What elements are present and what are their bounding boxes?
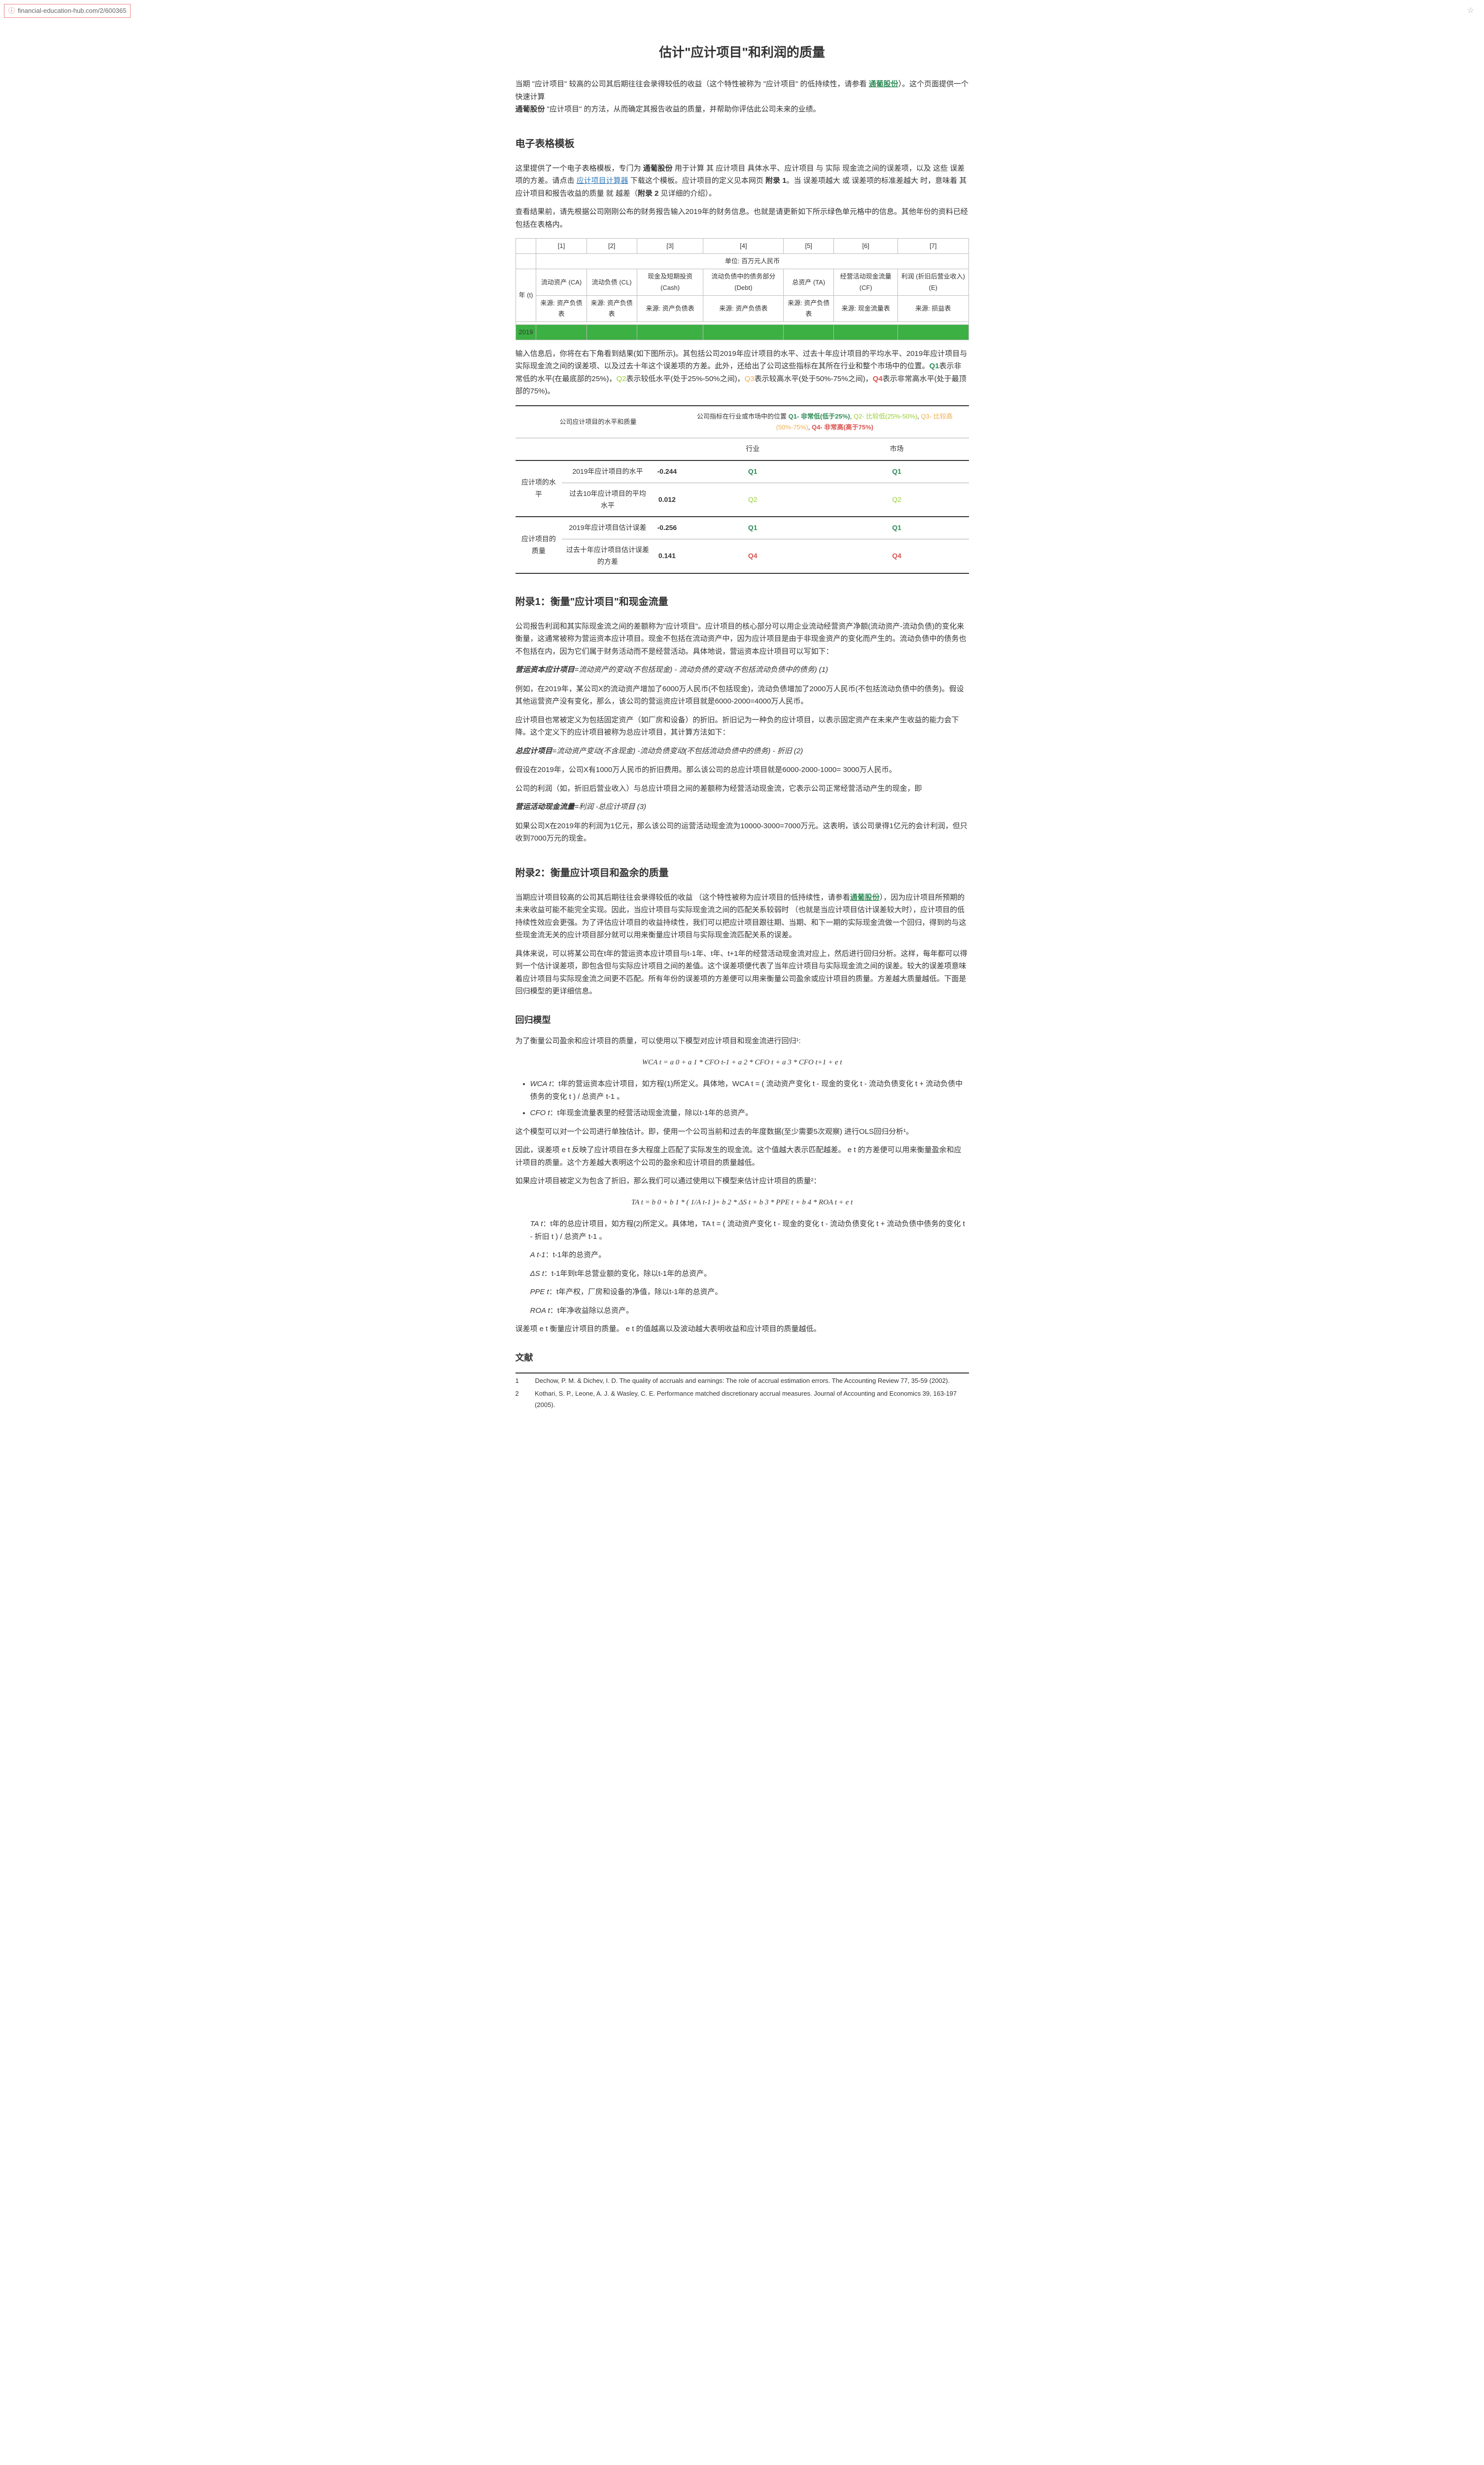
reg-p3: 因此，误差项 e t 反映了应计项目在多大程度上匹配了实际发生的现金流。这个值越… bbox=[516, 1144, 969, 1169]
company-link[interactable]: 通葡股份 bbox=[869, 80, 898, 88]
company-link-2[interactable]: 通葡股份 bbox=[850, 893, 880, 902]
reg-p4: 如果应计项目被定义为包含了折旧，那么我们可以通过使用以下模型来估计应计项目的质量… bbox=[516, 1175, 969, 1188]
appendix1-heading: 附录1：衡量"应计项目"和现金流量 bbox=[516, 594, 969, 610]
app1-p6: 如果公司X在2019年的利润为1亿元，那么该公司的运营活动现金流为10000-3… bbox=[516, 820, 969, 845]
url-bar[interactable]: ⓘfinancial-education-hub.com/2/600365 bbox=[4, 4, 131, 18]
app2-p1: 当期应计项目较高的公司其后期往往会录得较低的收益 （这个特性被称为应计项目的低持… bbox=[516, 891, 969, 942]
regression-heading: 回归模型 bbox=[516, 1013, 969, 1028]
intro-paragraph: 当期 "应计项目" 较高的公司其后期往往会录得较低的收益（这个特性被称为 "应计… bbox=[516, 78, 969, 116]
app1-p5: 公司的利润（如，折旧后营业收入）与总应计项目之间的差额称为经营活动现金流，它表示… bbox=[516, 782, 969, 795]
calculator-link[interactable]: 应计项目计算器 bbox=[577, 176, 628, 185]
references: 1Dechow, P. M. & Dichev, I. D. The quali… bbox=[516, 1375, 969, 1410]
def5: ROA t：t年净收益除以总资产。 bbox=[530, 1304, 969, 1317]
formula1: 营运资本应计项目=流动资产的变动(不包括现金) - 流动负债的变动(不包括流动负… bbox=[516, 664, 969, 677]
refs-heading: 文献 bbox=[516, 1350, 969, 1366]
url-text: financial-education-hub.com/2/600365 bbox=[18, 5, 126, 16]
app1-p4: 假设在2019年，公司X有1000万人民币的折旧费用。那么该公司的总应计项目就是… bbox=[516, 764, 969, 776]
template-p2: 查看结果前，请先根据公司刚刚公布的财务报告输入2019年的财务信息。也就是请更新… bbox=[516, 206, 969, 231]
metrics-table: 公司应计项目的水平和质量公司指标在行业或市场中的位置 Q1- 非常低(低于25%… bbox=[516, 405, 969, 574]
app1-p3: 应计项目也常被定义为包括固定资产（如厂房和设备）的折旧。折旧记为一种负的应计项目… bbox=[516, 714, 969, 739]
app1-p1: 公司报告利润和其实际现金流之间的差额称为"应计项目"。应计项目的核心部分可以用企… bbox=[516, 620, 969, 658]
appendix2-heading: 附录2：衡量应计项目和盈余的质量 bbox=[516, 865, 969, 881]
reg-p2: 这个模型可以对一个公司进行单独估计。即，使用一个公司当前和过去的年度数据(至少需… bbox=[516, 1126, 969, 1138]
def1: TA t：t年的总应计项目，如方程(2)所定义。具体地，TA t = ( 流动资… bbox=[530, 1218, 969, 1243]
def3: ΔS t：t-1年到t年总营业额的变化，除以t-1年的总资产。 bbox=[530, 1268, 969, 1280]
template-heading: 电子表格模板 bbox=[516, 136, 969, 152]
reg-bullets: WCA t：t年的营运资本应计项目，如方程(1)所定义。具体地，WCA t = … bbox=[530, 1078, 969, 1120]
app1-p2: 例如，在2019年，某公司X的流动资产增加了6000万人民币(不包括现金)，流动… bbox=[516, 683, 969, 708]
reg-formula1: WCA t = a 0 + a 1 * CFO t-1 + a 2 * CFO … bbox=[516, 1056, 969, 1069]
app2-p2: 具体来说，可以将某公司在t年的营运资本应计项目与t-1年、t年、t+1年的经营活… bbox=[516, 948, 969, 998]
warning-icon: ⓘ bbox=[8, 5, 15, 16]
spec-table: [1][2][3][4][5][6][7] 单位: 百万元人民币 年 (t)流动… bbox=[516, 238, 969, 340]
def2: A t-1：t-1年的总资产。 bbox=[530, 1249, 969, 1262]
bookmark-star-icon[interactable]: ☆ bbox=[1467, 4, 1474, 17]
input-row[interactable]: 2019 bbox=[516, 324, 968, 340]
results-intro: 输入信息后，你将在右下角看到结果(如下图所示)。其包括公司2019年应计项目的水… bbox=[516, 348, 969, 398]
reg-formula2: TA t = b 0 + b 1 * ( 1/A t-1 )+ b 2 * ΔS… bbox=[516, 1197, 969, 1209]
formula2: 总应计项目=流动资产变动(不含现金) -流动负债变动(不包括流动负债中的债务) … bbox=[516, 745, 969, 758]
def4: PPE t：t年产权，厂房和设备的净值，除以t-1年的总资产。 bbox=[530, 1286, 969, 1299]
formula3: 营运活动现金流量=利润 -总应计项目 (3) bbox=[516, 801, 969, 814]
reg-p1: 为了衡量公司盈余和应计项目的质量，可以使用以下模型对应计项目和现金流进行回归¹: bbox=[516, 1035, 969, 1048]
template-p1: 这里提供了一个电子表格模板，专门为 通葡股份 用于计算 其 应计项目 具体水平、… bbox=[516, 162, 969, 200]
page-title: 估计"应计项目"和利润的质量 bbox=[516, 41, 969, 63]
reg-p5: 误差项 e t 衡量应计项目的质量。 e t 的值越高以及波动越大表明收益和应计… bbox=[516, 1323, 969, 1336]
